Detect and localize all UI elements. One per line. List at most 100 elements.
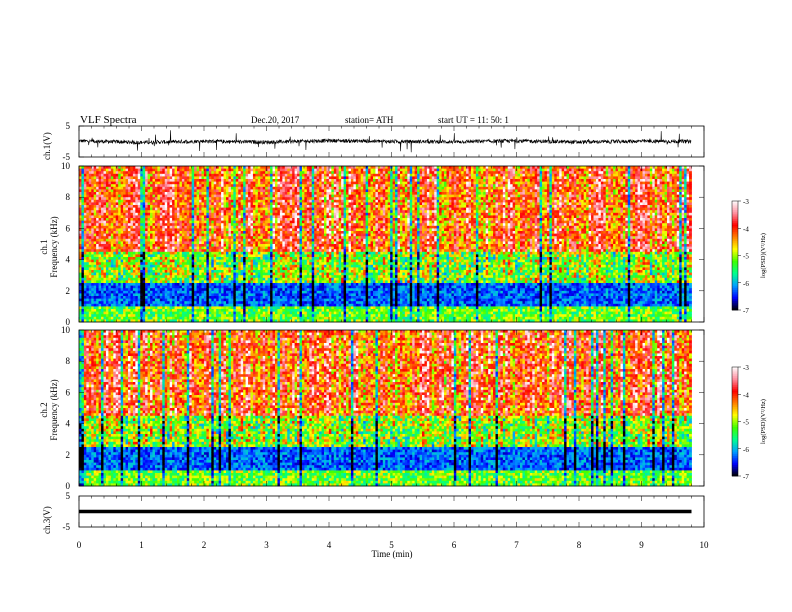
spectrogram-cell xyxy=(170,288,173,291)
spectrogram-cell xyxy=(233,244,236,247)
spectrogram-cell xyxy=(236,275,239,278)
spectrogram-cell xyxy=(184,200,187,203)
spectrogram-cell xyxy=(172,249,175,252)
spectrogram-cell xyxy=(128,257,131,260)
spectrogram-cell xyxy=(238,312,241,315)
spectrogram-cell xyxy=(199,309,202,312)
spectrogram-cell xyxy=(204,208,207,211)
spectrogram-cell xyxy=(189,280,192,283)
spectrogram-cell xyxy=(123,317,126,320)
spectrogram-cell xyxy=(135,314,138,317)
spectrogram-cell xyxy=(206,184,209,187)
spectrogram-cell xyxy=(226,260,229,263)
spectrogram-cell xyxy=(96,195,99,198)
spectrogram-cell xyxy=(167,247,170,250)
spectrogram-cell xyxy=(150,317,153,320)
spectrogram-cell xyxy=(206,249,209,252)
spectrogram-cell xyxy=(167,270,170,273)
spectrogram-cell xyxy=(211,314,214,317)
spectrogram-cell xyxy=(263,200,266,203)
spectrogram-cell xyxy=(187,197,190,200)
spectrogram-cell xyxy=(162,296,165,299)
spectrogram-cell xyxy=(153,309,156,312)
spectrogram-cell xyxy=(101,197,104,200)
spectrogram-cell xyxy=(268,239,271,242)
spectrogram-cell xyxy=(91,262,94,265)
spectrogram-cell xyxy=(143,260,146,263)
spectrogram-cell xyxy=(89,179,92,182)
spectrogram-cell xyxy=(101,296,104,299)
spectrogram-cell xyxy=(265,249,268,252)
spectrogram-cell xyxy=(189,236,192,239)
spectrogram-cell xyxy=(202,280,205,283)
spectrogram-cell xyxy=(143,239,146,242)
spectrogram-cell xyxy=(108,187,111,190)
spectrogram-cell xyxy=(182,195,185,198)
figure-title: VLF Spectra xyxy=(80,114,137,126)
spectrogram-cell xyxy=(236,270,239,273)
spectrogram-cell xyxy=(206,179,209,182)
spectrogram-cell xyxy=(123,270,126,273)
spectrogram-cell xyxy=(192,312,195,315)
spectrogram-cell xyxy=(106,267,109,270)
spectrogram-cell xyxy=(219,267,222,270)
spectrogram-cell xyxy=(89,192,92,195)
spectrogram-cell xyxy=(228,195,231,198)
spectrogram-cell xyxy=(182,176,185,179)
spectrogram-cell xyxy=(104,267,107,270)
spectrogram-cell xyxy=(211,231,214,234)
spectrogram-cell xyxy=(135,187,138,190)
spectrogram-cell xyxy=(179,241,182,244)
spectrogram-cell xyxy=(175,273,178,276)
spectrogram-cell xyxy=(209,226,212,229)
spectrogram-cell xyxy=(197,257,200,260)
spectrogram-cell xyxy=(130,299,133,302)
spectrogram-cell xyxy=(248,215,251,218)
spectrogram-cell xyxy=(219,234,222,237)
spectrogram-cell xyxy=(116,223,119,226)
spectrogram-cell xyxy=(253,234,256,237)
spectrogram-cell xyxy=(248,252,251,255)
spectrogram-cell xyxy=(167,200,170,203)
spectrogram-cell xyxy=(130,213,133,216)
spectrogram-cell xyxy=(104,254,107,257)
spectrogram-cell xyxy=(135,249,138,252)
spectrogram-cell xyxy=(231,244,234,247)
spectrogram-cell xyxy=(241,249,244,252)
spectrogram-cell xyxy=(138,275,141,278)
spectrogram-cell xyxy=(143,228,146,231)
spectrogram-cell xyxy=(143,280,146,283)
spectrogram-cell xyxy=(189,254,192,257)
spectrogram-cell xyxy=(231,257,234,260)
spectrogram-cell xyxy=(133,171,136,174)
spectrogram-cell xyxy=(148,293,151,296)
spectrogram-cell xyxy=(133,257,136,260)
spectrogram-cell xyxy=(104,283,107,286)
spectrogram-cell xyxy=(216,293,219,296)
spectrogram-cell xyxy=(172,265,175,268)
spectrogram-cell xyxy=(231,293,234,296)
spectrogram-cell xyxy=(126,200,129,203)
spectrogram-cell xyxy=(197,213,200,216)
spectrogram-cell xyxy=(153,215,156,218)
spectrogram-cell xyxy=(108,182,111,185)
spectrogram-cell xyxy=(111,280,114,283)
spectrogram-cell xyxy=(157,301,160,304)
spectrogram-cell xyxy=(99,252,102,255)
spectrogram-cell xyxy=(209,262,212,265)
spectrogram-cell xyxy=(121,179,124,182)
spectrogram-cell xyxy=(194,312,197,315)
spectrogram-cell xyxy=(270,192,273,195)
spectrogram-cell xyxy=(189,223,192,226)
spectrogram-cell xyxy=(157,228,160,231)
spectrogram-cell xyxy=(121,174,124,177)
spectrogram-cell xyxy=(265,223,268,226)
spectrogram-cell xyxy=(108,291,111,294)
spectrogram-cell xyxy=(236,296,239,299)
spectrogram-cell xyxy=(104,314,107,317)
spectrogram-cell xyxy=(84,213,87,216)
spectrogram-cell xyxy=(94,210,97,213)
spectrogram-cell xyxy=(79,293,82,296)
spectrogram-cell xyxy=(255,226,258,229)
spectrogram-cell xyxy=(148,267,151,270)
